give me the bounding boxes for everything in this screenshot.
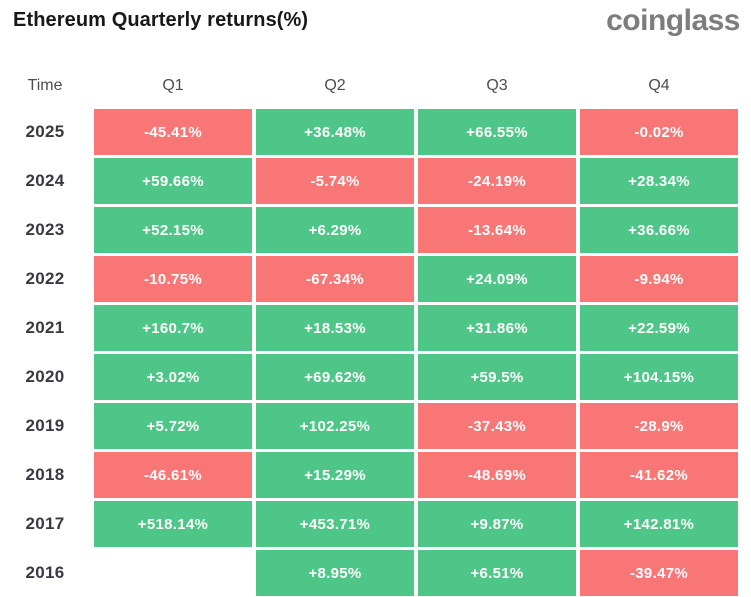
table-row-2021: 2021 +160.7% +18.53% +31.86% +22.59%: [0, 305, 738, 351]
table-row-2024: 2024 +59.66% -5.74% -24.19% +28.34%: [0, 158, 738, 204]
coinglass-logo[interactable]: coinglass: [606, 4, 740, 37]
return-cell: -37.43%: [418, 403, 576, 449]
return-cell: -48.69%: [418, 452, 576, 498]
column-header-q1: Q1: [162, 77, 184, 94]
table-row-2019: 2019 +5.72% +102.25% -37.43% -28.9%: [0, 403, 738, 449]
returns-table: Time Q1 Q2 Q3 Q4 2025 -45.41% +36.48% +66.55% -0…: [0, 75, 738, 597]
return-cell: +36.48%: [256, 109, 414, 155]
table-row-2025: 2025 -45.41% +36.48% +66.55% -0.02%: [0, 109, 738, 155]
column-header-q4: Q4: [648, 77, 670, 94]
column-header-time: Time: [27, 77, 63, 94]
return-cell: -41.62%: [580, 452, 738, 498]
year-label: 2017: [25, 514, 65, 533]
return-cell-empty: [94, 550, 252, 596]
return-cell: +8.95%: [256, 550, 414, 596]
column-header-q2: Q2: [324, 77, 346, 94]
return-cell: +59.5%: [418, 354, 576, 400]
return-cell: -9.94%: [580, 256, 738, 302]
return-cell: +453.71%: [256, 501, 414, 547]
return-cell: +31.86%: [418, 305, 576, 351]
return-cell: -24.19%: [418, 158, 576, 204]
return-cell: +24.09%: [418, 256, 576, 302]
table-row-2016: 2016 +8.95% +6.51% -39.47%: [0, 550, 738, 596]
year-label: 2019: [25, 416, 65, 435]
return-cell: +160.7%: [94, 305, 252, 351]
table-row-2020: 2020 +3.02% +69.62% +59.5% +104.15%: [0, 354, 738, 400]
year-label: 2022: [25, 269, 65, 288]
year-label: 2024: [25, 171, 65, 190]
return-cell: +3.02%: [94, 354, 252, 400]
return-cell: -28.9%: [580, 403, 738, 449]
year-label: 2023: [25, 220, 65, 239]
year-label: 2021: [25, 318, 65, 337]
return-cell: -13.64%: [418, 207, 576, 253]
return-cell: -0.02%: [580, 109, 738, 155]
table-row-2022: 2022 -10.75% -67.34% +24.09% -9.94%: [0, 256, 738, 302]
return-cell: -10.75%: [94, 256, 252, 302]
return-cell: -5.74%: [256, 158, 414, 204]
return-cell: +518.14%: [94, 501, 252, 547]
table-row-2018: 2018 -46.61% +15.29% -48.69% -41.62%: [0, 452, 738, 498]
return-cell: +52.15%: [94, 207, 252, 253]
return-cell: +59.66%: [94, 158, 252, 204]
return-cell: +104.15%: [580, 354, 738, 400]
return-cell: +102.25%: [256, 403, 414, 449]
table-header-row: Time Q1 Q2 Q3 Q4: [0, 75, 738, 97]
table-row-2023: 2023 +52.15% +6.29% -13.64% +36.66%: [0, 207, 738, 253]
return-cell: +22.59%: [580, 305, 738, 351]
table-row-2017: 2017 +518.14% +453.71% +9.87% +142.81%: [0, 501, 738, 547]
return-cell: -46.61%: [94, 452, 252, 498]
return-cell: -39.47%: [580, 550, 738, 596]
return-cell: +15.29%: [256, 452, 414, 498]
year-label: 2018: [25, 465, 65, 484]
return-cell: +18.53%: [256, 305, 414, 351]
column-header-q3: Q3: [486, 77, 508, 94]
year-label: 2016: [25, 563, 65, 582]
return-cell: +36.66%: [580, 207, 738, 253]
return-cell: +66.55%: [418, 109, 576, 155]
return-cell: +5.72%: [94, 403, 252, 449]
year-label: 2025: [25, 122, 65, 141]
return-cell: +6.51%: [418, 550, 576, 596]
return-cell: -67.34%: [256, 256, 414, 302]
return-cell: +9.87%: [418, 501, 576, 547]
year-label: 2020: [25, 367, 65, 386]
page-title: Ethereum Quarterly returns(%): [13, 9, 309, 31]
return-cell: +69.62%: [256, 354, 414, 400]
return-cell: +28.34%: [580, 158, 738, 204]
return-cell: +6.29%: [256, 207, 414, 253]
return-cell: -45.41%: [94, 109, 252, 155]
return-cell: +142.81%: [580, 501, 738, 547]
table-body: 2025 -45.41% +36.48% +66.55% -0.02% 2024 +59.6…: [0, 109, 738, 596]
